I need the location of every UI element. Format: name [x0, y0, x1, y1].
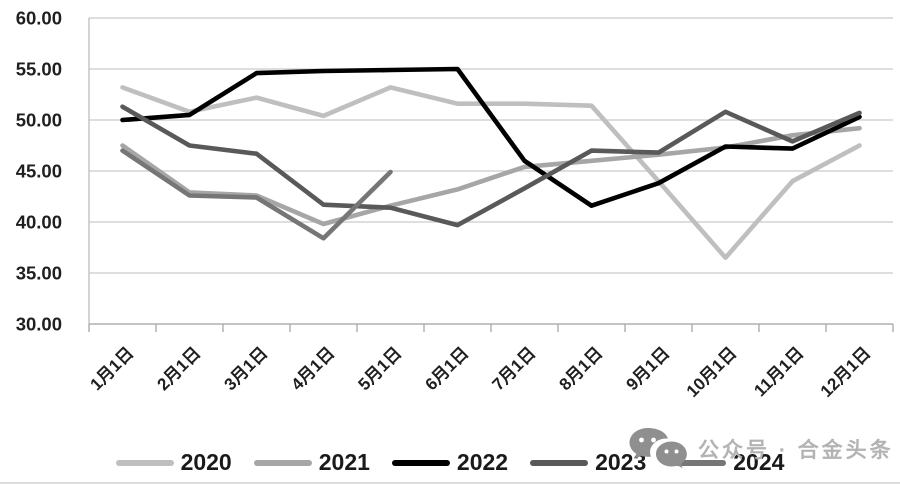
legend-item-2021: 2021	[253, 449, 370, 475]
chart-legend: 2020 2021 2022 2023 2024	[0, 451, 900, 474]
legend-label: 2023	[595, 449, 647, 475]
legend-swatch-2022	[391, 459, 450, 466]
x-axis-label: 9月1日	[622, 343, 673, 394]
series-line-2020	[120, 85, 862, 261]
bottom-divider	[0, 482, 900, 484]
y-axis-label: 50.00	[16, 110, 62, 131]
series-line-2022	[120, 66, 862, 208]
x-axis-label: 2月1日	[153, 343, 204, 394]
legend-swatch-2023	[530, 459, 589, 466]
y-axis-label: 55.00	[16, 59, 62, 80]
x-axis-label: 10月1日	[683, 343, 741, 401]
y-axis-label: 60.00	[16, 8, 62, 29]
legend-swatch-2024	[668, 459, 727, 466]
x-axis-label: 1月1日	[86, 343, 137, 394]
legend-label: 2024	[733, 449, 785, 475]
line-chart: 60.00 55.00 50.00 45.00 40.00 35.00 30.00 1月1日 2…	[16, 8, 894, 401]
y-axis-label: 45.00	[16, 161, 62, 182]
legend-label: 2022	[456, 449, 509, 475]
legend-label: 2020	[180, 449, 232, 475]
x-axis-label: 4月1日	[287, 343, 338, 394]
legend-item-2023: 2023	[530, 451, 646, 474]
y-axis-label: 30.00	[16, 314, 62, 335]
legend-label: 2021	[318, 449, 370, 475]
y-axis-label: 35.00	[16, 263, 62, 284]
series-line-2024	[120, 148, 393, 241]
x-axis-label: 8月1日	[555, 343, 606, 394]
x-axis-label: 12月1日	[817, 343, 875, 401]
series-line-2023	[120, 104, 862, 228]
legend-swatch-2021	[253, 459, 312, 466]
x-axis-label: 5月1日	[354, 343, 405, 394]
legend-item-2020: 2020	[115, 449, 232, 475]
y-axis-label: 40.00	[16, 212, 62, 233]
x-axis-label: 7月1日	[488, 343, 539, 394]
x-axis-label: 11月1日	[750, 343, 807, 400]
legend-swatch-2020	[115, 459, 174, 466]
series-line-2021	[120, 125, 862, 227]
legend-item-2024: 2024	[668, 451, 784, 474]
legend-item-2022: 2022	[391, 449, 509, 475]
x-axis-label: 3月1日	[220, 343, 271, 394]
x-axis-label: 6月1日	[421, 343, 472, 394]
